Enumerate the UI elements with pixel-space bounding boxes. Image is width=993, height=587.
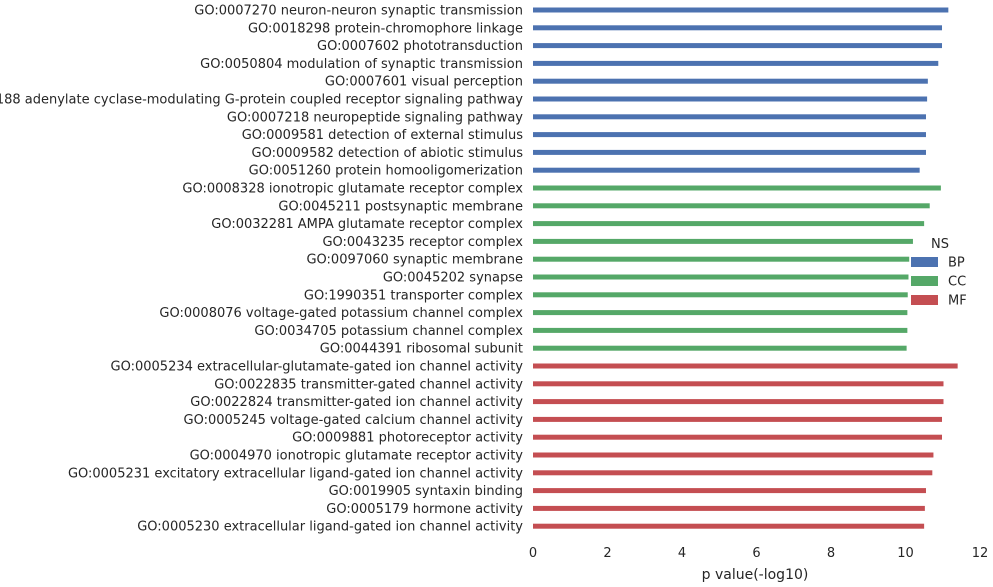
bar-mf: [533, 399, 944, 405]
category-label: GO:0005245 voltage-gated calcium channel…: [184, 413, 524, 428]
x-tick-label: 0: [529, 546, 537, 561]
category-label: GO:0005230 extracellular ligand-gated io…: [137, 520, 523, 535]
bar-cc: [533, 256, 910, 262]
x-tick-label: 6: [752, 546, 760, 561]
bar-mf: [533, 470, 933, 476]
category-label: GO:0045202 synapse: [383, 271, 523, 286]
x-tick-label: 10: [897, 546, 914, 561]
legend-label-cc: CC: [948, 275, 966, 290]
bar-cc: [533, 203, 930, 209]
category-label: GO:0009881 photoreceptor activity: [292, 431, 523, 446]
category-label: GO:0022824 transmitter-gated ion channel…: [190, 395, 523, 410]
bar-cc: [533, 238, 913, 244]
legend-swatch-cc: [911, 276, 938, 286]
bar-mf: [533, 434, 943, 440]
x-tick-label: 2: [603, 546, 611, 561]
category-label: GO:0007602 phototransduction: [317, 39, 523, 54]
bar-cc: [533, 345, 907, 351]
category-label: GO:0034705 potassium channel complex: [254, 324, 523, 339]
bar-mf: [533, 363, 958, 369]
category-label: GO:0007270 neuron-neuron synaptic transm…: [194, 4, 523, 19]
bar-bp: [533, 114, 926, 120]
bar-cc: [533, 327, 908, 333]
category-label: GO:0008076 voltage-gated potassium chann…: [159, 306, 523, 321]
bar-bp: [533, 25, 943, 31]
bar-mf: [533, 523, 925, 529]
legend-swatch-bp: [911, 257, 938, 267]
bar-bp: [533, 96, 928, 102]
legend-title: NS: [931, 237, 949, 252]
legend-label-bp: BP: [948, 256, 965, 271]
bar-mf: [533, 488, 926, 494]
category-label: GO:0045211 postsynaptic membrane: [278, 199, 523, 214]
category-label: GO:0005179 hormone activity: [326, 502, 523, 517]
bar-mf: [533, 381, 944, 387]
legend-swatch-mf: [911, 295, 938, 305]
x-tick-label: 8: [827, 546, 835, 561]
bar-cc: [533, 274, 909, 280]
legend: NS BP CC MF: [911, 237, 967, 309]
bar-bp: [533, 60, 939, 66]
category-label: GO:0019905 syntaxin binding: [329, 484, 523, 499]
category-label: GO:0005231 excitatory extracellular liga…: [68, 466, 523, 481]
category-label: GO:0007188 adenylate cyclase-modulating …: [0, 93, 523, 108]
category-label: GO:0008328 ionotropic glutamate receptor…: [182, 182, 523, 197]
x-axis: 0 2 4 6 8 10 12: [529, 546, 988, 561]
category-label: GO:0009581 detection of external stimulu…: [242, 128, 524, 143]
legend-label-mf: MF: [948, 294, 967, 309]
bar-mf: [533, 505, 925, 511]
x-axis-title: p value(-log10): [702, 567, 809, 583]
bar-mf: [533, 452, 934, 458]
category-labels: GO:0007270 neuron-neuron synaptic transm…: [0, 4, 523, 535]
category-label: GO:0097060 synaptic membrane: [306, 253, 523, 268]
x-tick-label: 4: [678, 546, 686, 561]
x-tick-label: 12: [972, 546, 989, 561]
category-label: GO:0009582 detection of abiotic stimulus: [252, 146, 524, 161]
category-label: GO:0007218 neuropeptide signaling pathwa…: [227, 110, 523, 125]
bar-mf: [533, 416, 943, 422]
bars-layer: [533, 7, 958, 529]
bar-cc: [533, 185, 941, 191]
category-label: GO:0032281 AMPA glutamate receptor compl…: [211, 217, 523, 232]
bar-bp: [533, 149, 926, 155]
category-label: GO:0044391 ribosomal subunit: [320, 342, 523, 357]
category-label: GO:0043235 receptor complex: [322, 235, 523, 250]
category-label: GO:0004970 ionotropic glutamate receptor…: [190, 449, 524, 464]
category-label: GO:0005234 extracellular-glutamate-gated…: [111, 360, 524, 375]
bar-cc: [533, 310, 908, 316]
category-label: GO:0051260 protein homooligomerization: [249, 164, 523, 179]
bar-bp: [533, 43, 943, 49]
bar-cc: [533, 221, 925, 227]
category-label: GO:0050804 modulation of synaptic transm…: [200, 57, 523, 72]
category-label: GO:0007601 visual perception: [325, 75, 523, 90]
bar-cc: [533, 292, 908, 298]
category-label: GO:1990351 transporter complex: [304, 288, 523, 303]
category-label: GO:0018298 protein-chromophore linkage: [248, 21, 523, 36]
bar-bp: [533, 167, 920, 173]
bar-bp: [533, 7, 949, 13]
category-label: GO:0022835 transmitter-gated channel act…: [214, 377, 523, 392]
bar-bp: [533, 132, 926, 138]
bar-bp: [533, 78, 928, 84]
